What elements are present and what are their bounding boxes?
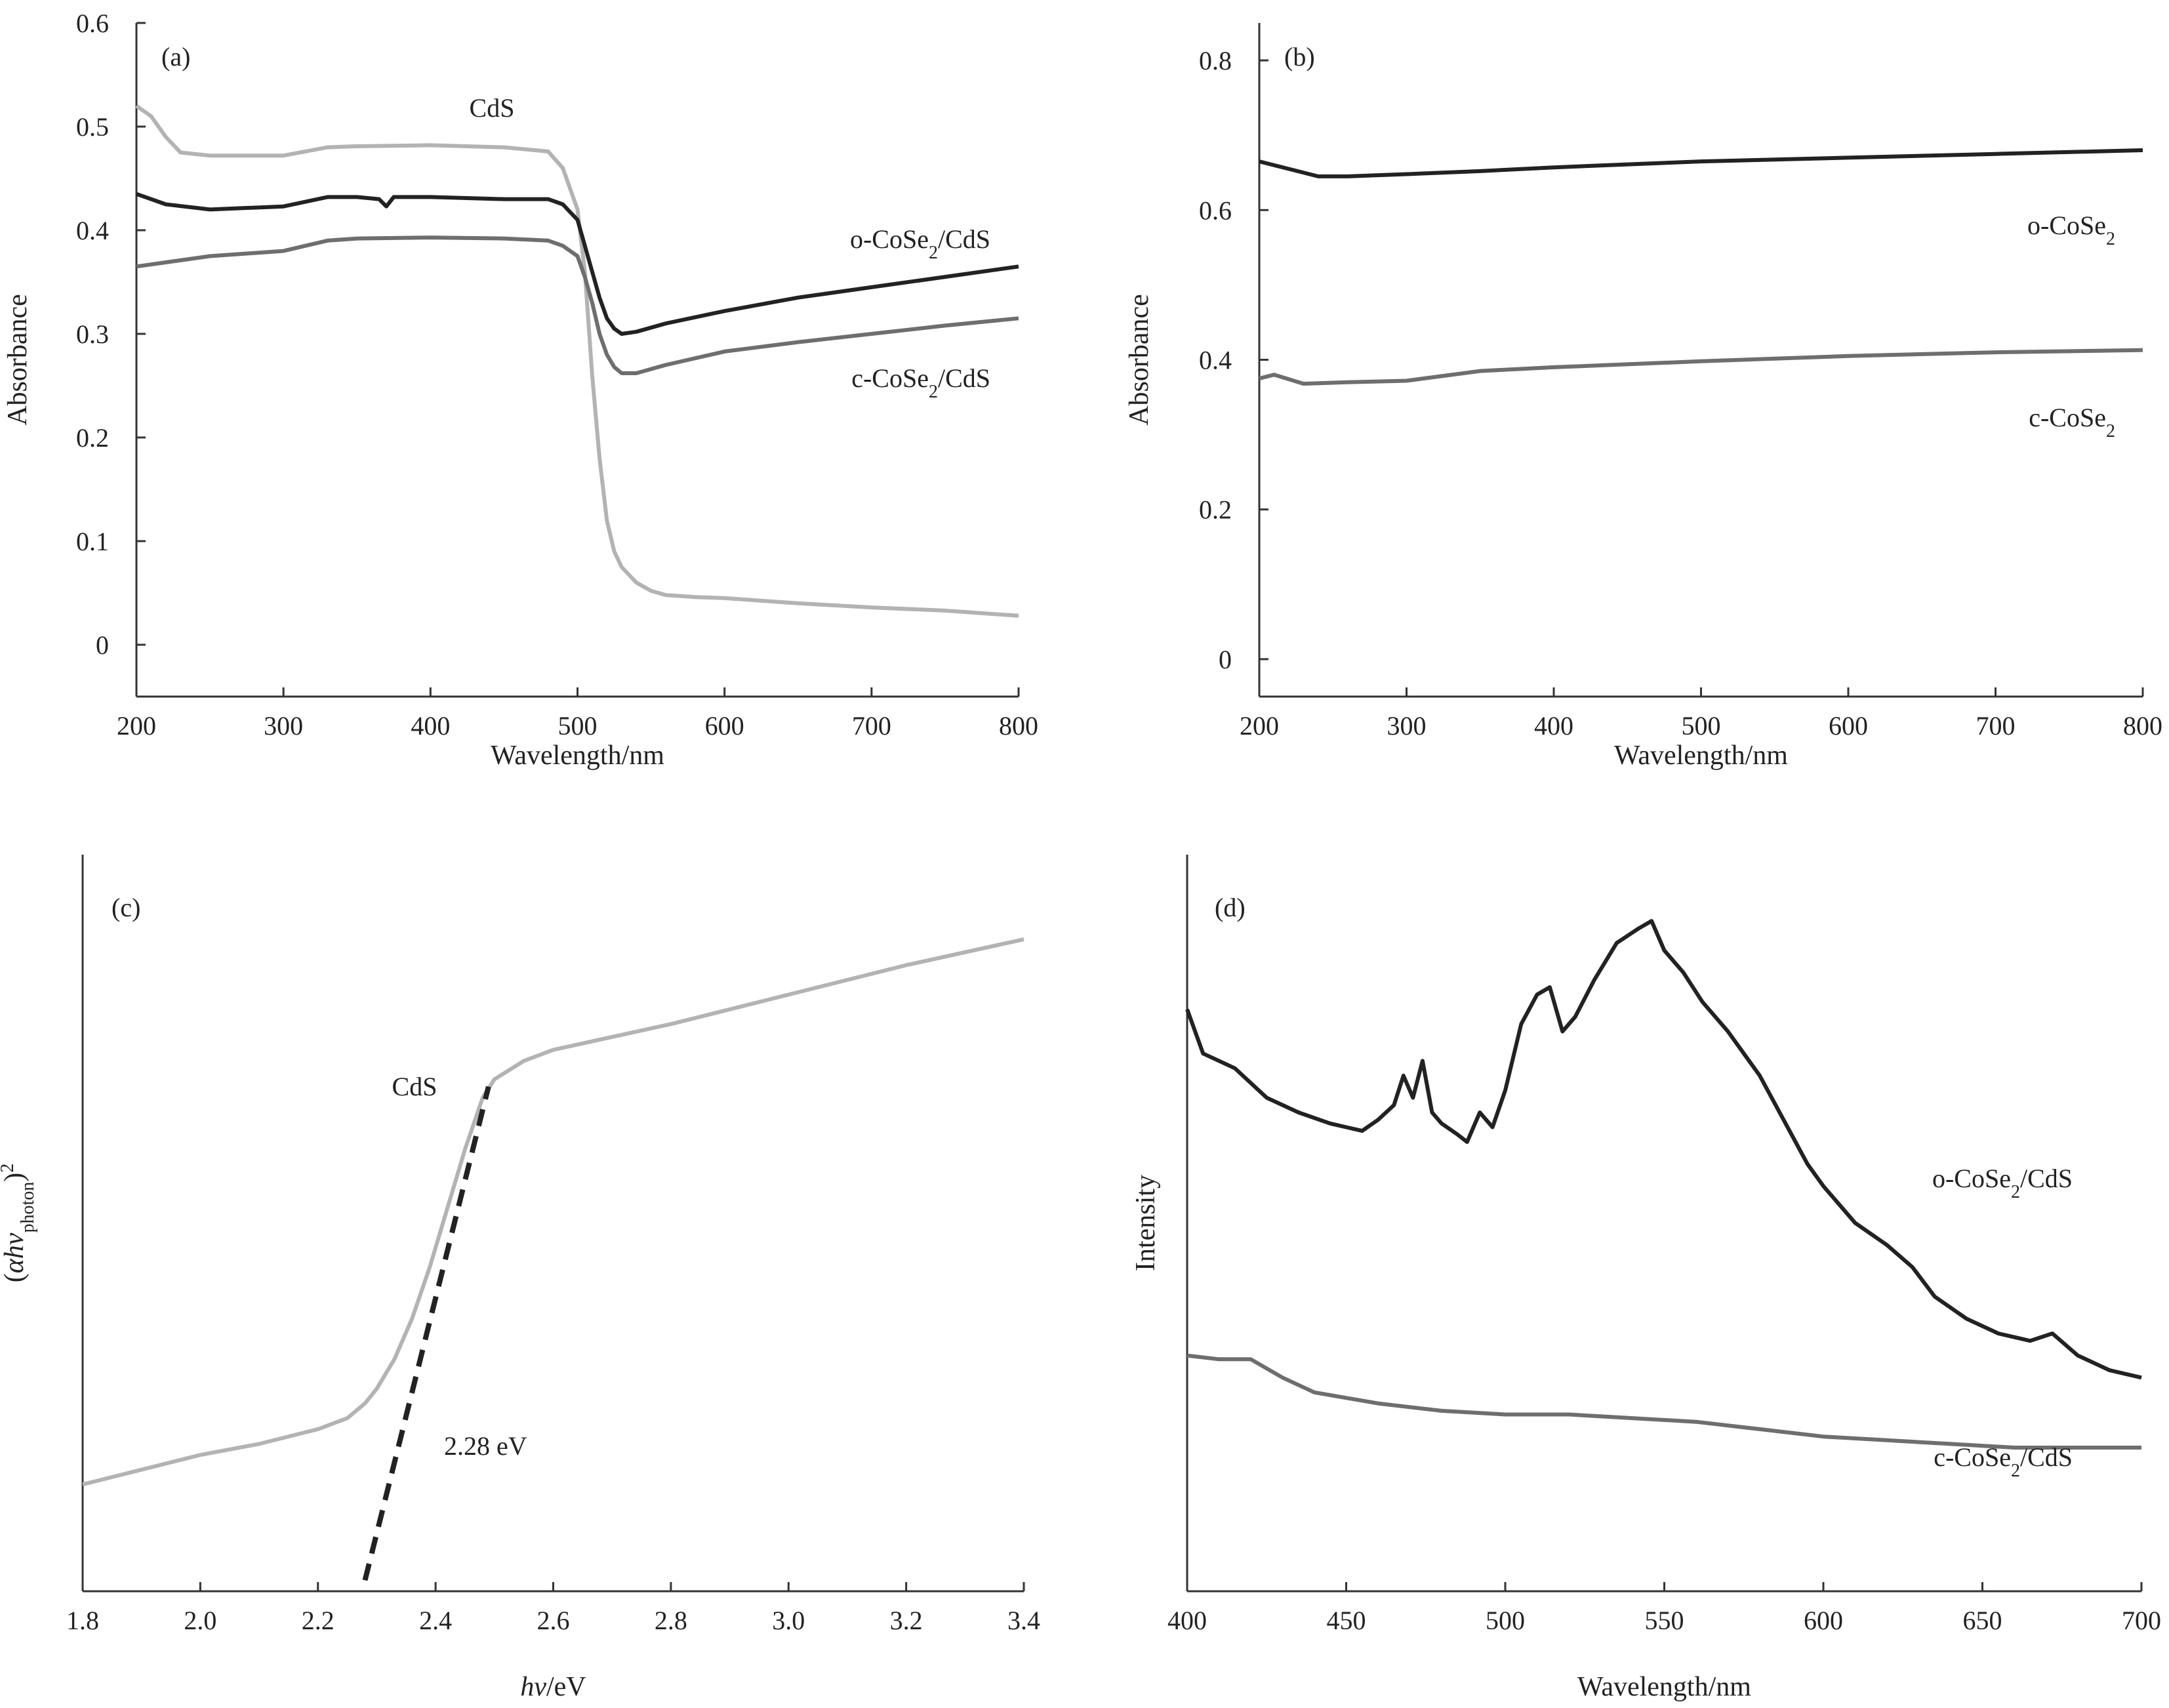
series-label-cds: CdS (470, 93, 515, 123)
x-tick-label: 800 (2123, 711, 2162, 741)
x-tick-label: 800 (999, 711, 1038, 741)
x-axis-title: Wavelength/nm (1577, 1672, 1751, 1702)
x-tick-label: 200 (117, 711, 156, 741)
x-tick-label: 3.2 (890, 1606, 923, 1635)
series-label-cds: CdS (392, 1072, 437, 1101)
x-tick-label: 3.0 (772, 1606, 805, 1635)
series-line-c-cose2-cds (1186, 1353, 2141, 1450)
panel-b: 200 300 400 500 600 700 800 0 0.2 0.4 0.6 0.8 (b) Wav… (1124, 23, 2162, 771)
y-tick-label: 0.4 (76, 216, 109, 245)
series-label-o-cose2-cds: o-CoSe2/CdS (1932, 1164, 2073, 1202)
series-line-c-cose2-cds (136, 235, 1019, 375)
series-label-o-cose2-cds: o-CoSe2/CdS (850, 224, 990, 263)
panel-label: (a) (161, 42, 190, 71)
series-label-c-cose2-cds: c-CoSe2/CdS (1934, 1442, 2073, 1481)
series-label-c-cose2: c-CoSe2 (2029, 403, 2115, 441)
y-tick-label: 0.5 (76, 112, 109, 142)
y-tick-label: 0 (96, 630, 109, 660)
x-tick-label: 600 (1804, 1606, 1843, 1635)
x-tick-label: 500 (1682, 711, 1721, 741)
x-tick-label: 700 (2122, 1606, 2161, 1635)
series-line-tangent (362, 1086, 491, 1581)
x-tick-label: 450 (1327, 1606, 1366, 1635)
y-axis-title: Intensity (1131, 1175, 1161, 1271)
series-line-cds (82, 937, 1024, 1487)
x-tick-label: 650 (1963, 1606, 2002, 1635)
series-line-cds (135, 104, 1019, 618)
series-line-o-cose2-cds (136, 192, 1019, 336)
panel-d: 400 450 500 550 600 650 700 (d) Wavelength/nm Int… (1131, 855, 2161, 1702)
panel-label: (b) (1284, 42, 1315, 71)
x-tick-label: 700 (1976, 711, 2016, 741)
x-tick-label: 300 (1387, 711, 1427, 741)
series-label-o-cose2: o-CoSe2 (2027, 211, 2115, 249)
y-axis-title: Absorbance (3, 294, 33, 426)
x-tick-label: 200 (1240, 711, 1279, 741)
x-axis-title: hv/eV (520, 1672, 586, 1702)
x-tick-label: 700 (852, 711, 891, 741)
x-tick-label: 2.0 (184, 1606, 216, 1635)
y-tick-label: 0.4 (1199, 346, 1232, 375)
x-tick-label: 400 (1167, 1606, 1207, 1635)
x-tick-label: 400 (1534, 711, 1573, 741)
y-axis-title: (αhvphoton)2 (0, 1164, 38, 1282)
y-tick-label: 0 (1219, 645, 1232, 674)
y-tick-label: 0.6 (76, 9, 109, 38)
series-line-c-cose2 (1259, 348, 2143, 386)
x-axis-title: Wavelength/nm (491, 741, 664, 771)
y-axis-title: Absorbance (1124, 294, 1154, 426)
y-tick-label: 0.1 (76, 527, 109, 556)
x-tick-label: 550 (1645, 1606, 1684, 1635)
y-tick-label: 0.2 (1199, 495, 1232, 525)
x-tick-label: 1.8 (66, 1606, 99, 1635)
x-tick-label: 500 (558, 711, 598, 741)
y-tick-label: 0.2 (76, 423, 109, 453)
y-tick-label: 0.3 (76, 319, 109, 349)
bandgap-annotation: 2.28 eV (444, 1431, 527, 1461)
x-tick-label: 600 (1829, 711, 1868, 741)
panel-c: 1.8 2.0 2.2 2.4 2.6 2.8 3.0 3.2 3.4 (c) hv/eV (αhvp… (0, 855, 1040, 1702)
panel-label: (d) (1215, 893, 1246, 922)
x-tick-label: 500 (1486, 1606, 1525, 1635)
x-tick-label: 600 (705, 711, 744, 741)
x-tick-label: 2.2 (302, 1606, 334, 1635)
x-tick-label: 3.4 (1007, 1606, 1040, 1635)
panel-label: (c) (111, 893, 140, 922)
x-axis-title: Wavelength/nm (1614, 741, 1788, 771)
x-tick-label: 2.8 (655, 1606, 687, 1635)
series-line-o-cose2-cds (1185, 919, 2142, 1380)
y-tick-label: 0.6 (1199, 195, 1232, 225)
y-tick-label: 0.8 (1199, 46, 1232, 75)
panel-a: 200 300 400 500 600 700 800 0 0.1 0.2 0.3 0.4 0.5 0.6… (3, 9, 1038, 771)
x-tick-label: 400 (411, 711, 450, 741)
series-line-o-cose2 (1259, 148, 2143, 178)
x-tick-label: 2.4 (419, 1606, 452, 1635)
x-tick-label: 300 (264, 711, 303, 741)
series-label-c-cose2-cds: c-CoSe2/CdS (851, 363, 990, 402)
x-tick-label: 2.6 (537, 1606, 570, 1635)
